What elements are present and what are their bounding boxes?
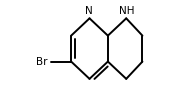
Text: N: N xyxy=(85,6,93,16)
Text: Br: Br xyxy=(36,57,48,67)
Text: NH: NH xyxy=(119,6,135,16)
